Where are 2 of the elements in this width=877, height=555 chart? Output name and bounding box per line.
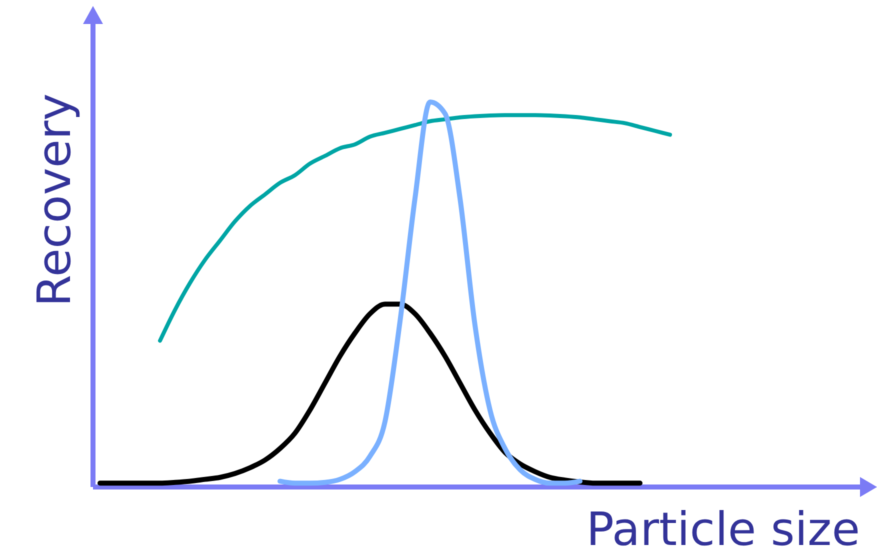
- y-axis-title: Recovery: [27, 93, 81, 307]
- x-axis-title: Particle size: [586, 502, 860, 555]
